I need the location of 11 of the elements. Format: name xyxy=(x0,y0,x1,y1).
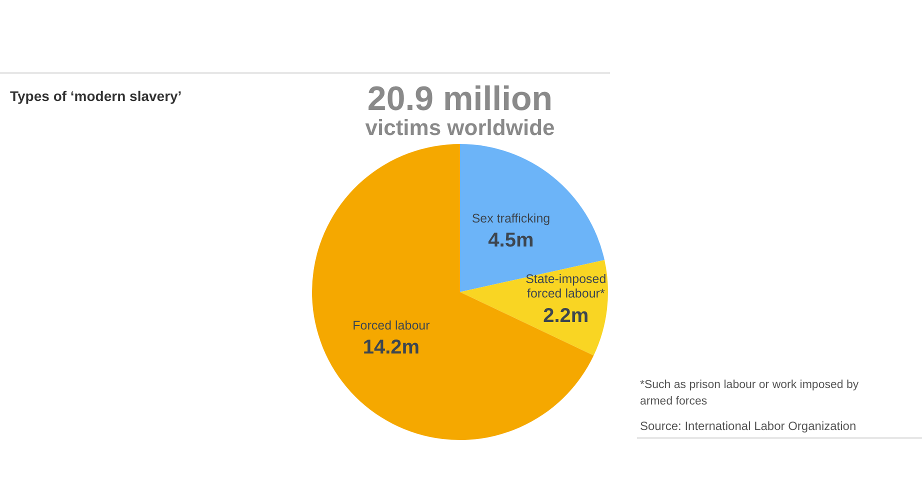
text: 20.9 million xyxy=(367,80,553,118)
data-label: 4.5m xyxy=(488,230,534,252)
source-note: Source: International Labor Organization xyxy=(640,419,856,433)
text: Types of ‘modern slavery’ xyxy=(10,88,182,104)
data-label: 2.2m xyxy=(543,304,589,327)
text: *Such as prison labour or work imposed by armed forces xyxy=(640,379,859,408)
data-label: 14.2m xyxy=(362,336,420,358)
slice-label: State-imposed forced labour* xyxy=(526,272,606,300)
text: victims worldwide xyxy=(365,115,555,140)
slice-label: Sex trafficking xyxy=(472,212,550,226)
slice-label: Forced labour xyxy=(352,318,430,332)
